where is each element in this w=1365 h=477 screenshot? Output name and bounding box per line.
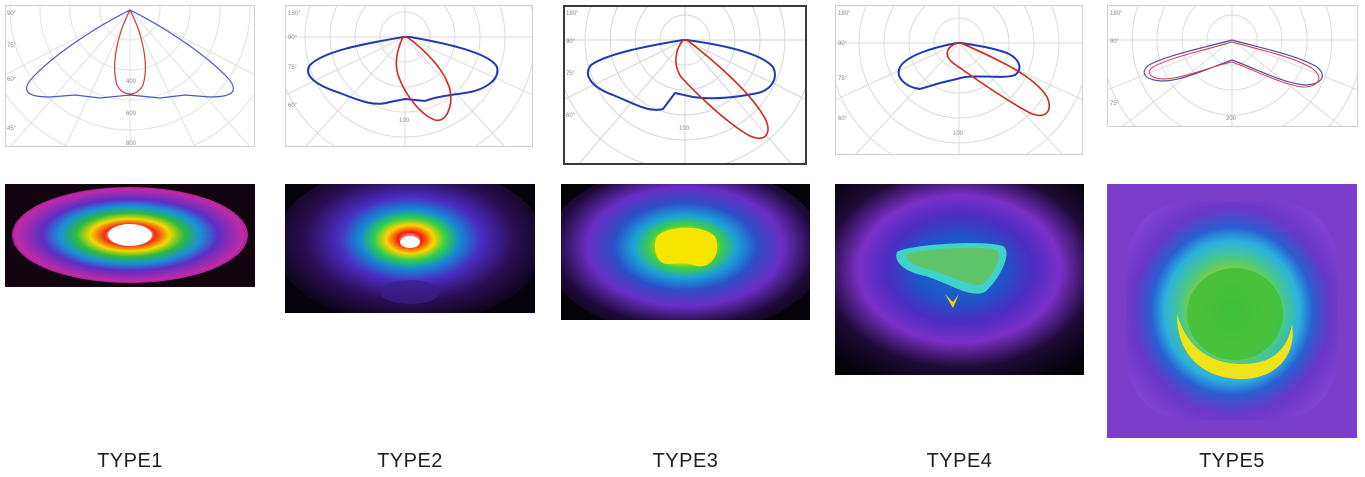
type2-tick-4: 100 [399, 118, 410, 124]
type1-heatmap [5, 184, 255, 287]
type5-label: TYPE5 [1199, 450, 1265, 472]
type4-blue-curve [897, 42, 1021, 91]
type3-heatmap-svg [561, 184, 810, 320]
type4-tick-2: 75° [838, 76, 848, 82]
type1-tick-1: 75° [7, 43, 17, 49]
type4-polar-svg: 180° 90° 75° 60° 100 [835, 5, 1083, 155]
type1-tick-3: 45° [7, 126, 17, 132]
type1-tick-0: 90° [7, 11, 17, 17]
type3-tick-2: 75° [566, 71, 576, 77]
type4-hotspot [945, 294, 959, 308]
type2-red-curve [395, 36, 452, 121]
type1-heatmap-svg [5, 184, 255, 287]
type1-tick-5: 600 [126, 111, 137, 117]
type4-tick-3: 60° [838, 116, 848, 122]
type5-tick-0: 180° [1110, 11, 1123, 17]
type2-label: TYPE2 [377, 450, 443, 472]
type1-tick-6: 800 [126, 141, 137, 147]
type2-tick-2: 75° [288, 65, 298, 71]
type2-tick-3: 60° [288, 103, 298, 109]
type5-tick-1: 90° [1110, 39, 1120, 45]
type1-polar-svg: 90° 75° 60° 45° 400 600 800 [5, 5, 255, 147]
type3-tick-4: 100 [679, 126, 690, 132]
type1-label: TYPE1 [97, 450, 163, 472]
type1-polar-diagram: 90° 75° 60° 45° 400 600 800 [5, 5, 255, 147]
type1-tick-2: 60° [7, 77, 17, 83]
type5-heatmap [1107, 184, 1357, 438]
type4-polar-diagram: 180° 90° 75° 60° 100 [835, 5, 1083, 155]
type2-polar-svg: 180° 90° 75° 60° 100 [285, 5, 533, 147]
type1-red-curve [114, 8, 146, 95]
type3-red-curve [675, 39, 769, 139]
type5-polar-svg: 180° 90° 75° 200 [1107, 5, 1358, 127]
type3-polar-diagram: 180° 90° 75° 60° 100 [563, 5, 807, 165]
type2-tick-0: 180° [288, 11, 301, 17]
type2-tick-1: 90° [288, 35, 298, 41]
type5-red-curve [1149, 41, 1320, 88]
type4-tick-1: 90° [838, 41, 848, 47]
type4-label: TYPE4 [926, 450, 993, 472]
type5-heatmap-svg [1107, 184, 1357, 438]
type3-tick-0: 180° [566, 11, 579, 17]
type5-polar-diagram: 180° 90° 75° 200 [1107, 5, 1358, 127]
type1-tick-4: 400 [126, 79, 137, 85]
type4-red-curve [946, 42, 1051, 117]
type4-heatmap-svg [835, 184, 1084, 375]
type1-hotspot [108, 224, 152, 246]
type3-blue-curve [586, 39, 776, 111]
type3-hotspot [654, 227, 718, 267]
type3-tick-3: 60° [566, 113, 576, 119]
type2-hotspot [400, 236, 420, 248]
type4-heatmap [835, 184, 1084, 375]
type5-yellow-arc [1177, 314, 1293, 379]
type1-blue-curve [25, 9, 235, 99]
type2-blue-curve [307, 36, 499, 105]
type5-tick-2: 75° [1110, 101, 1120, 107]
type2-heatmap-svg [285, 184, 535, 313]
type3-label: TYPE3 [652, 450, 719, 472]
type3-heatmap [561, 184, 810, 320]
type2-polar-diagram: 180° 90° 75° 60° 100 [285, 5, 533, 147]
type4-tick-0: 180° [838, 11, 851, 17]
type5-blue-curve [1143, 39, 1323, 86]
type3-polar-svg: 180° 90° 75° 60° 100 [563, 5, 807, 165]
type4-tick-4: 100 [953, 131, 964, 137]
type3-tick-1: 90° [566, 39, 576, 45]
type2-heatmap [285, 184, 535, 313]
type5-tick-3: 200 [1226, 116, 1237, 122]
